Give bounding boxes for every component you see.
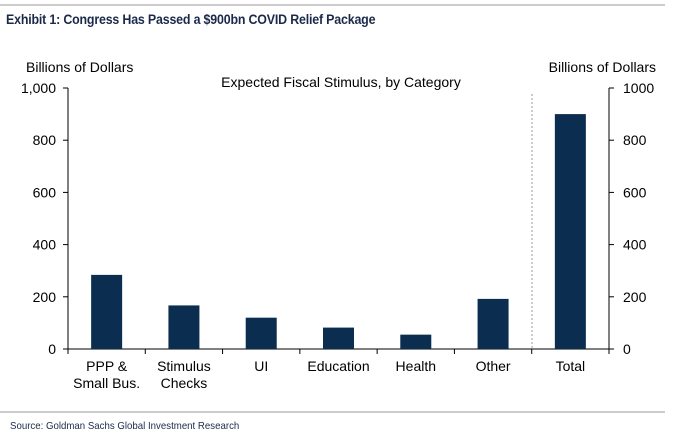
- category-label: Other: [476, 358, 511, 374]
- right-tick-label: 0: [623, 341, 631, 357]
- bar-2: [245, 317, 277, 349]
- source-note: Source: Goldman Sachs Global Investment …: [10, 420, 240, 432]
- category-label: Stimulus: [157, 358, 211, 374]
- right-tick-label: 600: [623, 184, 647, 200]
- bar-6: [554, 114, 586, 349]
- bar-5: [477, 298, 509, 349]
- bar-1: [168, 305, 200, 349]
- right-tick-label: 400: [623, 237, 647, 253]
- y-axis-label-left: Billions of Dollars: [26, 59, 133, 75]
- right-tick-label: 200: [623, 289, 647, 305]
- bar-group: [91, 114, 586, 349]
- category-label: UI: [254, 358, 268, 374]
- category-label: Total: [556, 358, 586, 374]
- right-tick-group: 0 200 400 600 800 1000: [609, 80, 654, 357]
- category-label: Small Bus.: [73, 375, 140, 391]
- left-tick-label: 200: [33, 289, 57, 305]
- category-label: PPP &: [86, 358, 128, 374]
- bar-4: [400, 334, 432, 349]
- left-tick-label: 0: [48, 341, 56, 357]
- x-tick-group: [67, 349, 610, 354]
- left-tick-label: 800: [33, 132, 57, 148]
- category-label: Education: [307, 358, 369, 374]
- y-axis-label-right: Billions of Dollars: [549, 59, 656, 75]
- left-tick-label: 600: [33, 184, 57, 200]
- category-label: Health: [396, 358, 436, 374]
- left-tick-label: 400: [33, 237, 57, 253]
- bar-0: [91, 274, 123, 349]
- right-tick-label: 1000: [623, 80, 654, 96]
- bar-3: [323, 327, 354, 349]
- category-label: Checks: [161, 375, 208, 391]
- right-tick-label: 800: [623, 132, 647, 148]
- chart-title: Expected Fiscal Stimulus, by Category: [221, 74, 461, 90]
- left-tick-group: 0 200 400 600 800 1,000: [21, 80, 68, 357]
- left-tick-label: 1,000: [21, 80, 56, 96]
- exhibit-title: Exhibit 1: Congress Has Passed a $900bn …: [6, 12, 376, 27]
